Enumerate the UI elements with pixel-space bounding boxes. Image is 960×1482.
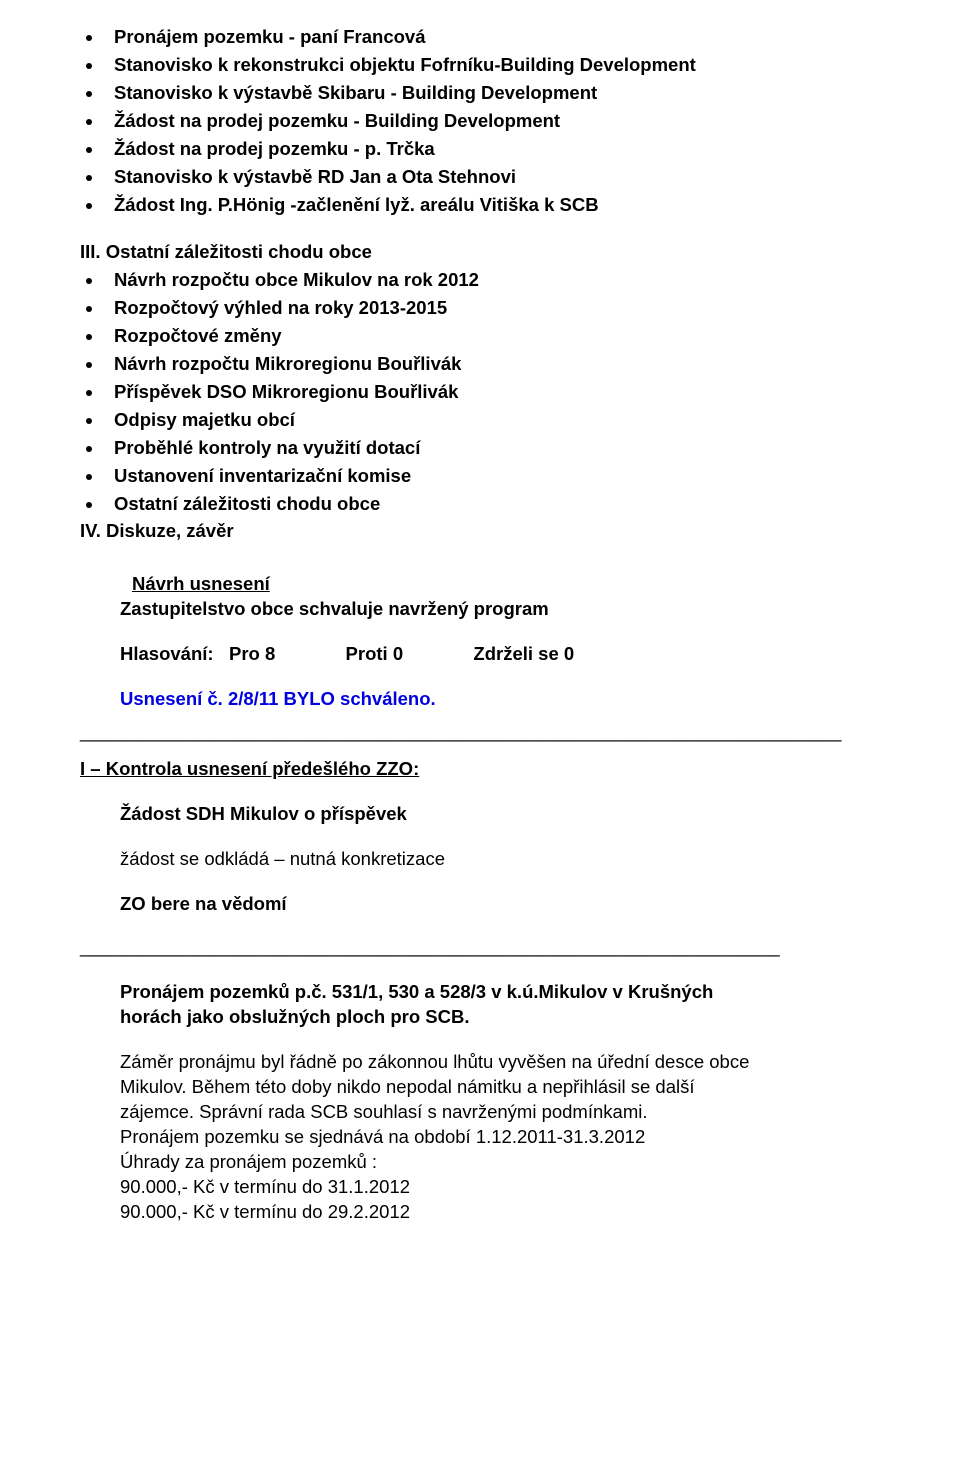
list-item: Návrh rozpočtu obce Mikulov na rok 2012 bbox=[104, 268, 960, 293]
section-iv-heading: IV. Diskuze, závěr bbox=[80, 519, 960, 544]
list-item: Stanovisko k výstavbě Skibaru - Building… bbox=[104, 81, 960, 106]
lease-body-line2: Mikulov. Během této doby nikdo nepodal n… bbox=[120, 1075, 960, 1100]
lease-body-line5: Úhrady za pronájem pozemků : bbox=[120, 1150, 960, 1175]
list-item: Příspěvek DSO Mikroregionu Bouřlivák bbox=[104, 380, 960, 405]
bullet-list-top: Pronájem pozemku - paní Francová Stanovi… bbox=[104, 25, 960, 218]
vote-pro: Pro 8 bbox=[229, 642, 275, 667]
bullet-list-iii: Návrh rozpočtu obce Mikulov na rok 2012 … bbox=[104, 268, 960, 517]
list-item: Žádost na prodej pozemku - p. Trčka bbox=[104, 137, 960, 162]
list-item: Stanovisko k rekonstrukci objektu Fofrní… bbox=[104, 53, 960, 78]
sdh-request-note: žádost se odkládá – nutná konkretizace bbox=[120, 847, 960, 872]
lease-title-line1: Pronájem pozemků p.č. 531/1, 530 a 528/3… bbox=[120, 980, 960, 1005]
lease-body-line6: 90.000,- Kč v termínu do 31.1.2012 bbox=[120, 1175, 960, 1200]
divider-line-2: ________________________________________… bbox=[80, 935, 960, 960]
lease-title-line2: horách jako obslužných ploch pro SCB. bbox=[120, 1005, 960, 1030]
vote-proti: Proti 0 bbox=[346, 642, 404, 667]
list-item: Pronájem pozemku - paní Francová bbox=[104, 25, 960, 50]
list-item: Stanovisko k výstavbě RD Jan a Ota Stehn… bbox=[104, 165, 960, 190]
section-i-control-heading: I – Kontrola usnesení předešlého ZZO: bbox=[80, 757, 419, 782]
lease-body-line7: 90.000,- Kč v termínu do 29.2.2012 bbox=[120, 1200, 960, 1225]
list-item: Proběhlé kontroly na využití dotací bbox=[104, 436, 960, 461]
resolution-approved: Usnesení č. 2/8/11 BYLO schváleno. bbox=[120, 687, 960, 712]
list-item: Ustanovení inventarizační komise bbox=[104, 464, 960, 489]
list-item: Rozpočtový výhled na roky 2013-2015 bbox=[104, 296, 960, 321]
list-item: Odpisy majetku obcí bbox=[104, 408, 960, 433]
proposal-heading: Návrh usnesení bbox=[132, 572, 270, 597]
list-item: Návrh rozpočtu Mikroregionu Bouřlivák bbox=[104, 352, 960, 377]
divider-line: ________________________________________… bbox=[80, 720, 960, 745]
vote-label: Hlasování: bbox=[120, 642, 214, 667]
lease-body-line3: zájemce. Správní rada SCB souhlasí s nav… bbox=[120, 1100, 960, 1125]
vote-row: Hlasování: Pro 8 Proti 0 Zdrželi se 0 bbox=[120, 642, 960, 667]
list-item: Žádost Ing. P.Hönig -začlenění lyž. areá… bbox=[104, 193, 960, 218]
section-iii-heading: III. Ostatní záležitosti chodu obce bbox=[80, 240, 960, 265]
zo-acknowledge: ZO bere na vědomí bbox=[120, 892, 960, 917]
lease-body-line4: Pronájem pozemku se sjednává na období 1… bbox=[120, 1125, 960, 1150]
lease-body-line1: Záměr pronájmu byl řádně po zákonnou lhů… bbox=[120, 1050, 960, 1075]
list-item: Rozpočtové změny bbox=[104, 324, 960, 349]
list-item: Ostatní záležitosti chodu obce bbox=[104, 492, 960, 517]
sdh-request-title: Žádost SDH Mikulov o příspěvek bbox=[120, 802, 960, 827]
vote-zdrzeli: Zdrželi se 0 bbox=[473, 642, 574, 667]
list-item: Žádost na prodej pozemku - Building Deve… bbox=[104, 109, 960, 134]
proposal-text: Zastupitelstvo obce schvaluje navržený p… bbox=[120, 597, 960, 622]
